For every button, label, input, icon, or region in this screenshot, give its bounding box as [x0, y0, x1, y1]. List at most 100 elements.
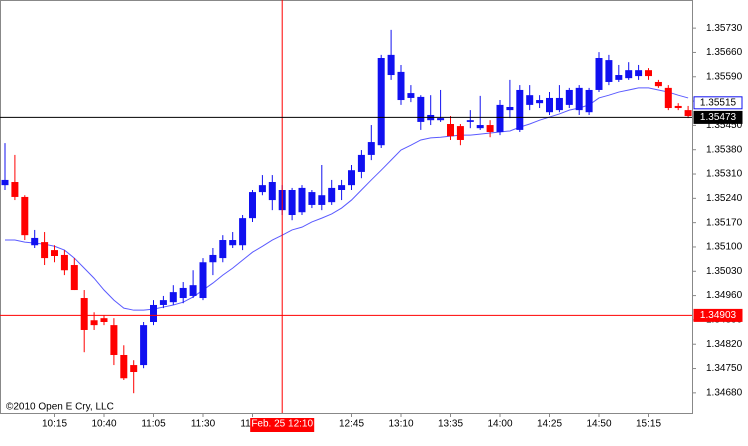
copyright: ©2010 Open E Cry, LLC — [6, 402, 114, 413]
candle-body — [41, 242, 49, 259]
candle-body — [348, 170, 355, 186]
candle-body — [536, 100, 544, 104]
candle-body — [268, 182, 276, 201]
candle-body — [635, 70, 643, 77]
y-tick-label: 1.35730 — [706, 23, 743, 34]
candle-body — [338, 185, 346, 191]
x-tick-label: 15:15 — [636, 419, 661, 430]
candle-body — [179, 287, 187, 299]
candle-body — [496, 104, 504, 132]
candle-body — [51, 250, 58, 256]
candle-body — [456, 126, 464, 140]
candle-body — [526, 95, 534, 105]
candle-body — [100, 318, 108, 322]
candle-body — [447, 124, 454, 137]
candle-body — [437, 118, 445, 121]
crosshair-label-box — [250, 418, 315, 432]
candle-body — [546, 97, 553, 113]
candle-body — [80, 298, 88, 330]
price-marker-box — [693, 110, 743, 124]
candle-body — [90, 320, 98, 326]
x-tick-label: 10:15 — [42, 419, 67, 430]
candle-body — [585, 89, 593, 113]
candle-body — [684, 110, 692, 117]
candle-body — [486, 125, 494, 132]
candle-body — [575, 87, 583, 111]
candle-body — [11, 182, 19, 197]
y-tick-label: 1.35590 — [706, 71, 743, 82]
candle-body — [258, 185, 266, 193]
candle-body — [140, 325, 148, 366]
y-tick-label: 1.34750 — [706, 363, 743, 374]
candle-body — [159, 300, 167, 305]
price-marker-box — [693, 308, 743, 322]
y-tick-label: 1.35380 — [706, 144, 743, 155]
price-marker-box — [693, 96, 743, 110]
y-tick-label: 1.35310 — [706, 169, 743, 180]
candle-body — [328, 187, 336, 203]
y-tick-label: 1.35240 — [706, 193, 743, 204]
x-tick-label: 13:10 — [388, 419, 413, 430]
plot-frame — [0, 0, 693, 414]
candle-body — [397, 71, 405, 101]
candle-body — [387, 54, 395, 76]
candle-body — [249, 192, 256, 219]
x-tick-label: 14:00 — [487, 419, 512, 430]
price-marker-label: 1.35515 — [700, 97, 737, 108]
candle-body — [466, 120, 474, 122]
candle-body — [664, 87, 672, 109]
x-tick-label: 10:40 — [91, 419, 116, 430]
candle-body — [219, 240, 227, 259]
x-tick-label: 14:50 — [586, 419, 611, 430]
candle-body — [407, 93, 415, 98]
candle-body — [625, 70, 633, 79]
candle-body — [377, 58, 385, 146]
candle-body — [674, 105, 682, 109]
candle-body — [555, 97, 563, 111]
candle-body — [615, 75, 623, 80]
candle-body — [199, 262, 207, 299]
price-marker-label: 1.34903 — [700, 310, 737, 321]
candle-body — [110, 325, 118, 355]
candle-body — [288, 190, 296, 216]
y-tick-label: 1.35660 — [706, 47, 743, 58]
candle-body — [60, 254, 68, 271]
candle-body — [239, 218, 247, 246]
x-tick-label: 11:30 — [191, 419, 216, 430]
candle-body — [169, 292, 177, 303]
candle-body — [120, 354, 128, 379]
x-tick-label: 14:25 — [537, 419, 562, 430]
moving-average — [5, 87, 689, 311]
candle-body — [506, 106, 514, 111]
x-tick-label: 11:05 — [141, 419, 166, 430]
candle-body — [654, 81, 662, 87]
candle-body — [31, 237, 39, 246]
candle-body — [417, 96, 425, 122]
y-tick-label: 1.34680 — [706, 387, 743, 398]
candle-body — [516, 89, 524, 130]
candle-body — [70, 265, 78, 291]
y-tick-label: 1.35030 — [706, 266, 743, 277]
x-tick-label: 12:45 — [339, 419, 364, 430]
candle-body — [130, 365, 138, 373]
candle-body — [357, 154, 365, 172]
candle-body — [318, 195, 326, 205]
y-tick-label: 1.35450 — [706, 120, 743, 131]
candle-body — [229, 240, 237, 246]
candle-body — [595, 58, 603, 90]
y-tick-label: 1.35170 — [706, 217, 743, 228]
candle-body — [565, 89, 573, 105]
candle-body — [150, 304, 157, 322]
candle-body — [605, 60, 613, 82]
candle-body — [645, 70, 652, 77]
candle-body — [1, 179, 9, 186]
candle-body — [476, 125, 484, 129]
candle-body — [189, 285, 197, 296]
y-tick-label: 1.35100 — [706, 242, 743, 253]
crosshair-label: Feb. 25 12:10 — [251, 419, 313, 430]
candle-body — [209, 254, 217, 263]
price-marker-label: 1.35473 — [700, 112, 737, 123]
y-tick-label: 1.34960 — [706, 290, 743, 301]
x-tick-label: 13:35 — [438, 419, 463, 430]
